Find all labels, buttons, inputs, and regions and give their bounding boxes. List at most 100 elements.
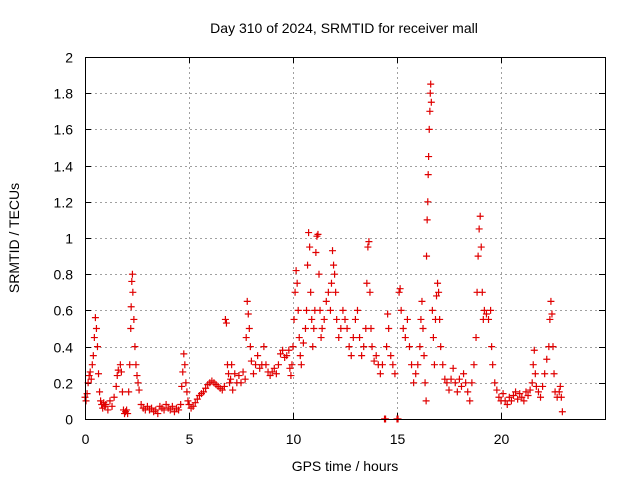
- data-point: [549, 343, 557, 351]
- data-point: [268, 368, 276, 376]
- data-point: [429, 334, 437, 342]
- data-point: [449, 364, 457, 372]
- data-point: [244, 310, 252, 318]
- data-point: [231, 370, 239, 378]
- data-point: [127, 325, 135, 332]
- data-point: [102, 401, 110, 409]
- data-point: [358, 352, 366, 360]
- data-point: [294, 306, 302, 314]
- data-point: [181, 361, 189, 369]
- data-point: [417, 315, 425, 323]
- data-point: [82, 397, 90, 405]
- data-point: [322, 297, 330, 305]
- data-point: [364, 243, 372, 251]
- data-point: [191, 399, 199, 407]
- data-point: [543, 355, 551, 363]
- data-point: [509, 391, 517, 399]
- data-point: [262, 361, 270, 369]
- data-point: [399, 325, 407, 332]
- data-point: [137, 401, 145, 409]
- data-point: [129, 288, 137, 296]
- data-point: [443, 379, 451, 387]
- data-point: [541, 370, 549, 378]
- data-point: [524, 391, 532, 399]
- data-point: [113, 372, 121, 380]
- data-point: [89, 352, 97, 360]
- y-tick-label: 1.8: [54, 86, 74, 102]
- data-point: [423, 252, 431, 260]
- data-point: [228, 361, 236, 369]
- y-tick-label: 0.4: [54, 340, 74, 356]
- data-point: [184, 397, 192, 405]
- data-point: [425, 125, 433, 133]
- chart-title: Day 310 of 2024, SRMTID for receiver mal…: [210, 20, 478, 36]
- data-point: [416, 343, 424, 351]
- data-point: [235, 372, 243, 380]
- data-point: [87, 375, 95, 383]
- data-point: [93, 343, 101, 351]
- data-point: [557, 393, 565, 401]
- data-point: [88, 361, 96, 369]
- data-point: [425, 153, 433, 161]
- data-point: [518, 393, 526, 401]
- data-point: [550, 370, 558, 378]
- data-point: [345, 343, 353, 351]
- data-point: [441, 375, 449, 383]
- data-point: [329, 247, 337, 255]
- data-point: [330, 261, 338, 269]
- data-point: [457, 382, 465, 390]
- x-tick-label: 5: [186, 431, 194, 447]
- data-point: [534, 388, 542, 396]
- data-point: [477, 243, 485, 251]
- data-point: [532, 382, 540, 390]
- data-point: [341, 315, 349, 323]
- data-point: [166, 406, 174, 414]
- data-point: [307, 288, 315, 296]
- data-point: [123, 406, 131, 414]
- y-tick-label: 0.8: [54, 267, 74, 283]
- data-point: [131, 343, 139, 351]
- data-point: [96, 388, 104, 396]
- data-point: [548, 310, 556, 318]
- x-axis-label: GPS time / hours: [292, 458, 399, 474]
- data-point: [489, 361, 497, 369]
- data-point: [320, 315, 328, 323]
- data-point: [395, 288, 403, 296]
- data-point: [520, 397, 528, 405]
- y-tick-label: 0: [65, 412, 73, 428]
- data-point: [410, 379, 418, 387]
- data-point: [528, 379, 536, 387]
- data-point: [202, 384, 210, 392]
- data-point: [522, 388, 530, 396]
- data-point: [383, 343, 391, 351]
- data-point: [427, 98, 435, 106]
- data-point: [495, 393, 503, 401]
- data-point: [303, 306, 311, 314]
- data-point: [134, 379, 142, 387]
- data-point: [356, 334, 364, 342]
- data-point: [288, 361, 296, 369]
- data-point: [464, 388, 472, 396]
- data-point: [274, 361, 282, 369]
- data-point: [110, 393, 118, 401]
- data-point: [254, 352, 262, 360]
- data-point: [426, 107, 434, 115]
- data-point: [474, 252, 482, 260]
- data-point: [242, 334, 250, 342]
- data-point: [331, 270, 339, 278]
- data-point: [485, 315, 493, 323]
- data-point: [143, 402, 151, 410]
- data-point: [106, 397, 114, 405]
- data-point: [92, 325, 100, 332]
- data-point: [360, 343, 368, 351]
- data-point: [414, 361, 422, 369]
- data-point: [312, 248, 320, 256]
- data-point: [418, 297, 426, 305]
- data-point: [437, 343, 445, 351]
- x-tick-label: 0: [82, 431, 90, 447]
- data-point: [455, 375, 463, 383]
- data-point: [403, 315, 411, 323]
- data-point: [422, 397, 430, 405]
- data-point: [314, 230, 322, 238]
